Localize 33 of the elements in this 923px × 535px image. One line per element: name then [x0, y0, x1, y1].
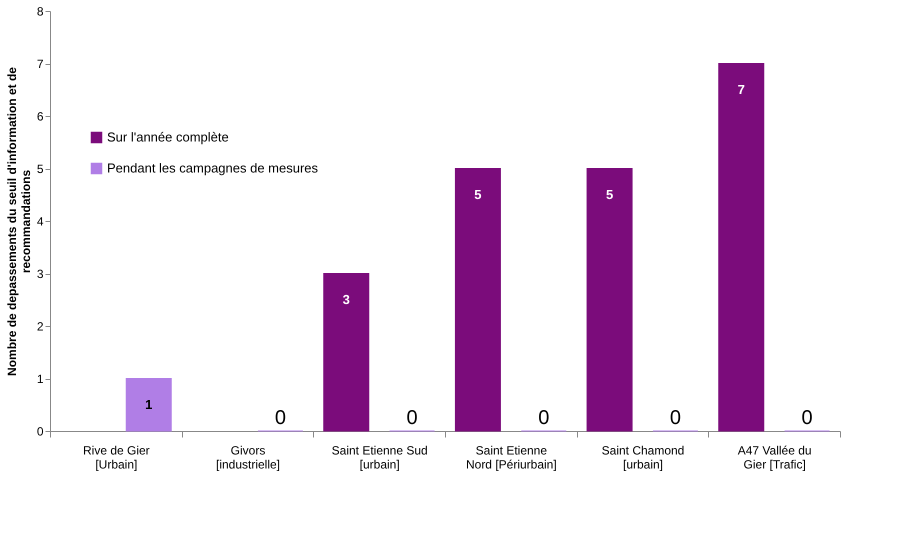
y-tick-label: 4: [36, 214, 44, 228]
y-tick-label: 2: [36, 320, 44, 334]
y-axis-title: Nombre de depassements du seuil d'information et de recommandations: [4, 66, 33, 376]
data-label: 3: [342, 292, 350, 307]
data-label: 7: [738, 82, 745, 97]
x-tick-label: A47 Vallée du Gier [Trafic]: [738, 444, 812, 472]
bar: [586, 168, 633, 432]
legend-label: Sur l'année complète: [107, 130, 229, 144]
y-tick-label: 5: [36, 162, 44, 176]
x-tick-label: Saint Chamond [urbain]: [602, 444, 684, 472]
data-label: 0: [802, 407, 813, 429]
x-tick-label: Saint Etienne Sud [urbain]: [332, 444, 428, 472]
data-label: 0: [274, 407, 286, 429]
y-tick-label: 0: [36, 424, 44, 438]
y-tick-label: 7: [36, 57, 44, 71]
bar: [718, 63, 764, 432]
data-label: 0: [538, 407, 550, 429]
y-tick-label: 8: [36, 4, 44, 18]
bar: [323, 273, 370, 432]
y-tick-label: 6: [36, 110, 44, 124]
data-label: 0: [406, 407, 418, 429]
data-label: 5: [606, 186, 614, 202]
y-tick-label: 3: [36, 267, 44, 281]
bar: [454, 168, 501, 432]
bar: [126, 378, 172, 432]
data-label: 1: [145, 396, 152, 412]
data-label: 0: [670, 407, 681, 429]
legend-label: Pendant les campagnes de mesures: [107, 160, 319, 176]
x-tick-label: Rive de Gier [Urbain]: [82, 444, 150, 472]
x-tick-label: Saint Etienne Nord [Périurbain]: [466, 444, 557, 472]
data-label: 5: [474, 186, 482, 202]
y-tick-label: 1: [36, 372, 44, 386]
x-tick-label: Givors [industrielle]: [216, 444, 280, 472]
